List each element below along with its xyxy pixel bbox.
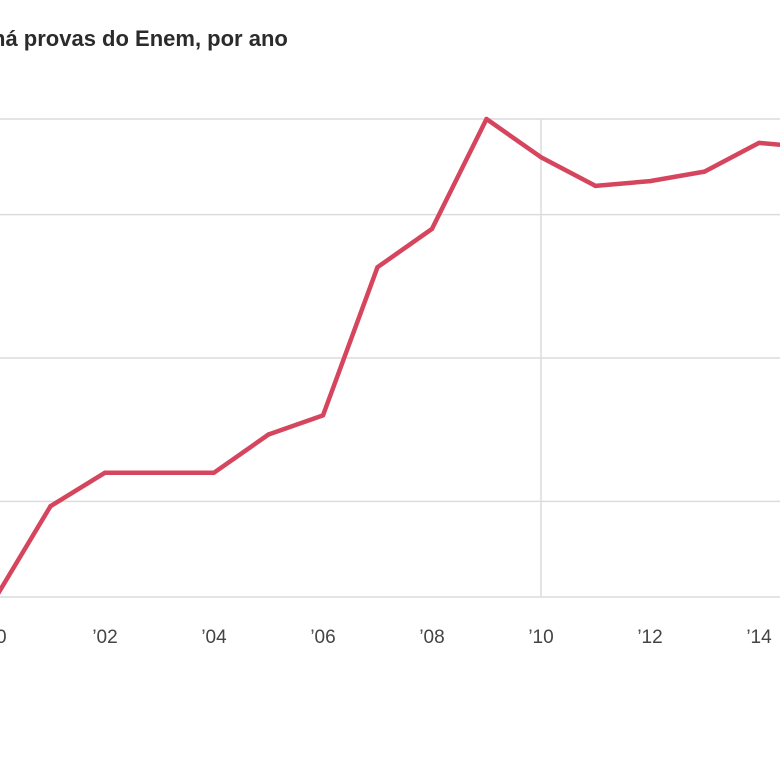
x-tick-label: 00 — [0, 627, 7, 648]
data-point — [593, 183, 598, 189]
x-tick-label: ’12 — [637, 627, 662, 648]
data-point — [320, 413, 326, 418]
data-point — [756, 140, 762, 146]
x-tick-label: ’10 — [528, 627, 553, 648]
grid-lines — [0, 118, 780, 598]
x-tick-label: ’02 — [92, 627, 117, 648]
data-point — [429, 226, 435, 232]
data-point — [375, 264, 380, 270]
data-point — [484, 116, 489, 122]
data-point — [266, 432, 271, 437]
series-layer — [0, 116, 780, 595]
data-point — [48, 503, 53, 509]
x-tick-label: ’14 — [746, 627, 772, 648]
chart-title: há provas do Enem, por ano — [0, 26, 288, 51]
series-line-0 — [0, 116, 780, 595]
x-tick-label: ’08 — [419, 627, 444, 648]
x-tick-label: ’06 — [310, 627, 335, 648]
data-point — [157, 470, 162, 475]
data-point — [102, 470, 108, 475]
data-point — [702, 169, 707, 174]
data-point — [211, 470, 217, 475]
x-axis-tick-labels: 00 ’02 ’04 ’06 ’08 ’10 ’12 ’14 — [0, 627, 772, 648]
data-point — [647, 178, 653, 184]
data-point — [538, 155, 544, 160]
x-tick-label: ’04 — [201, 627, 227, 648]
